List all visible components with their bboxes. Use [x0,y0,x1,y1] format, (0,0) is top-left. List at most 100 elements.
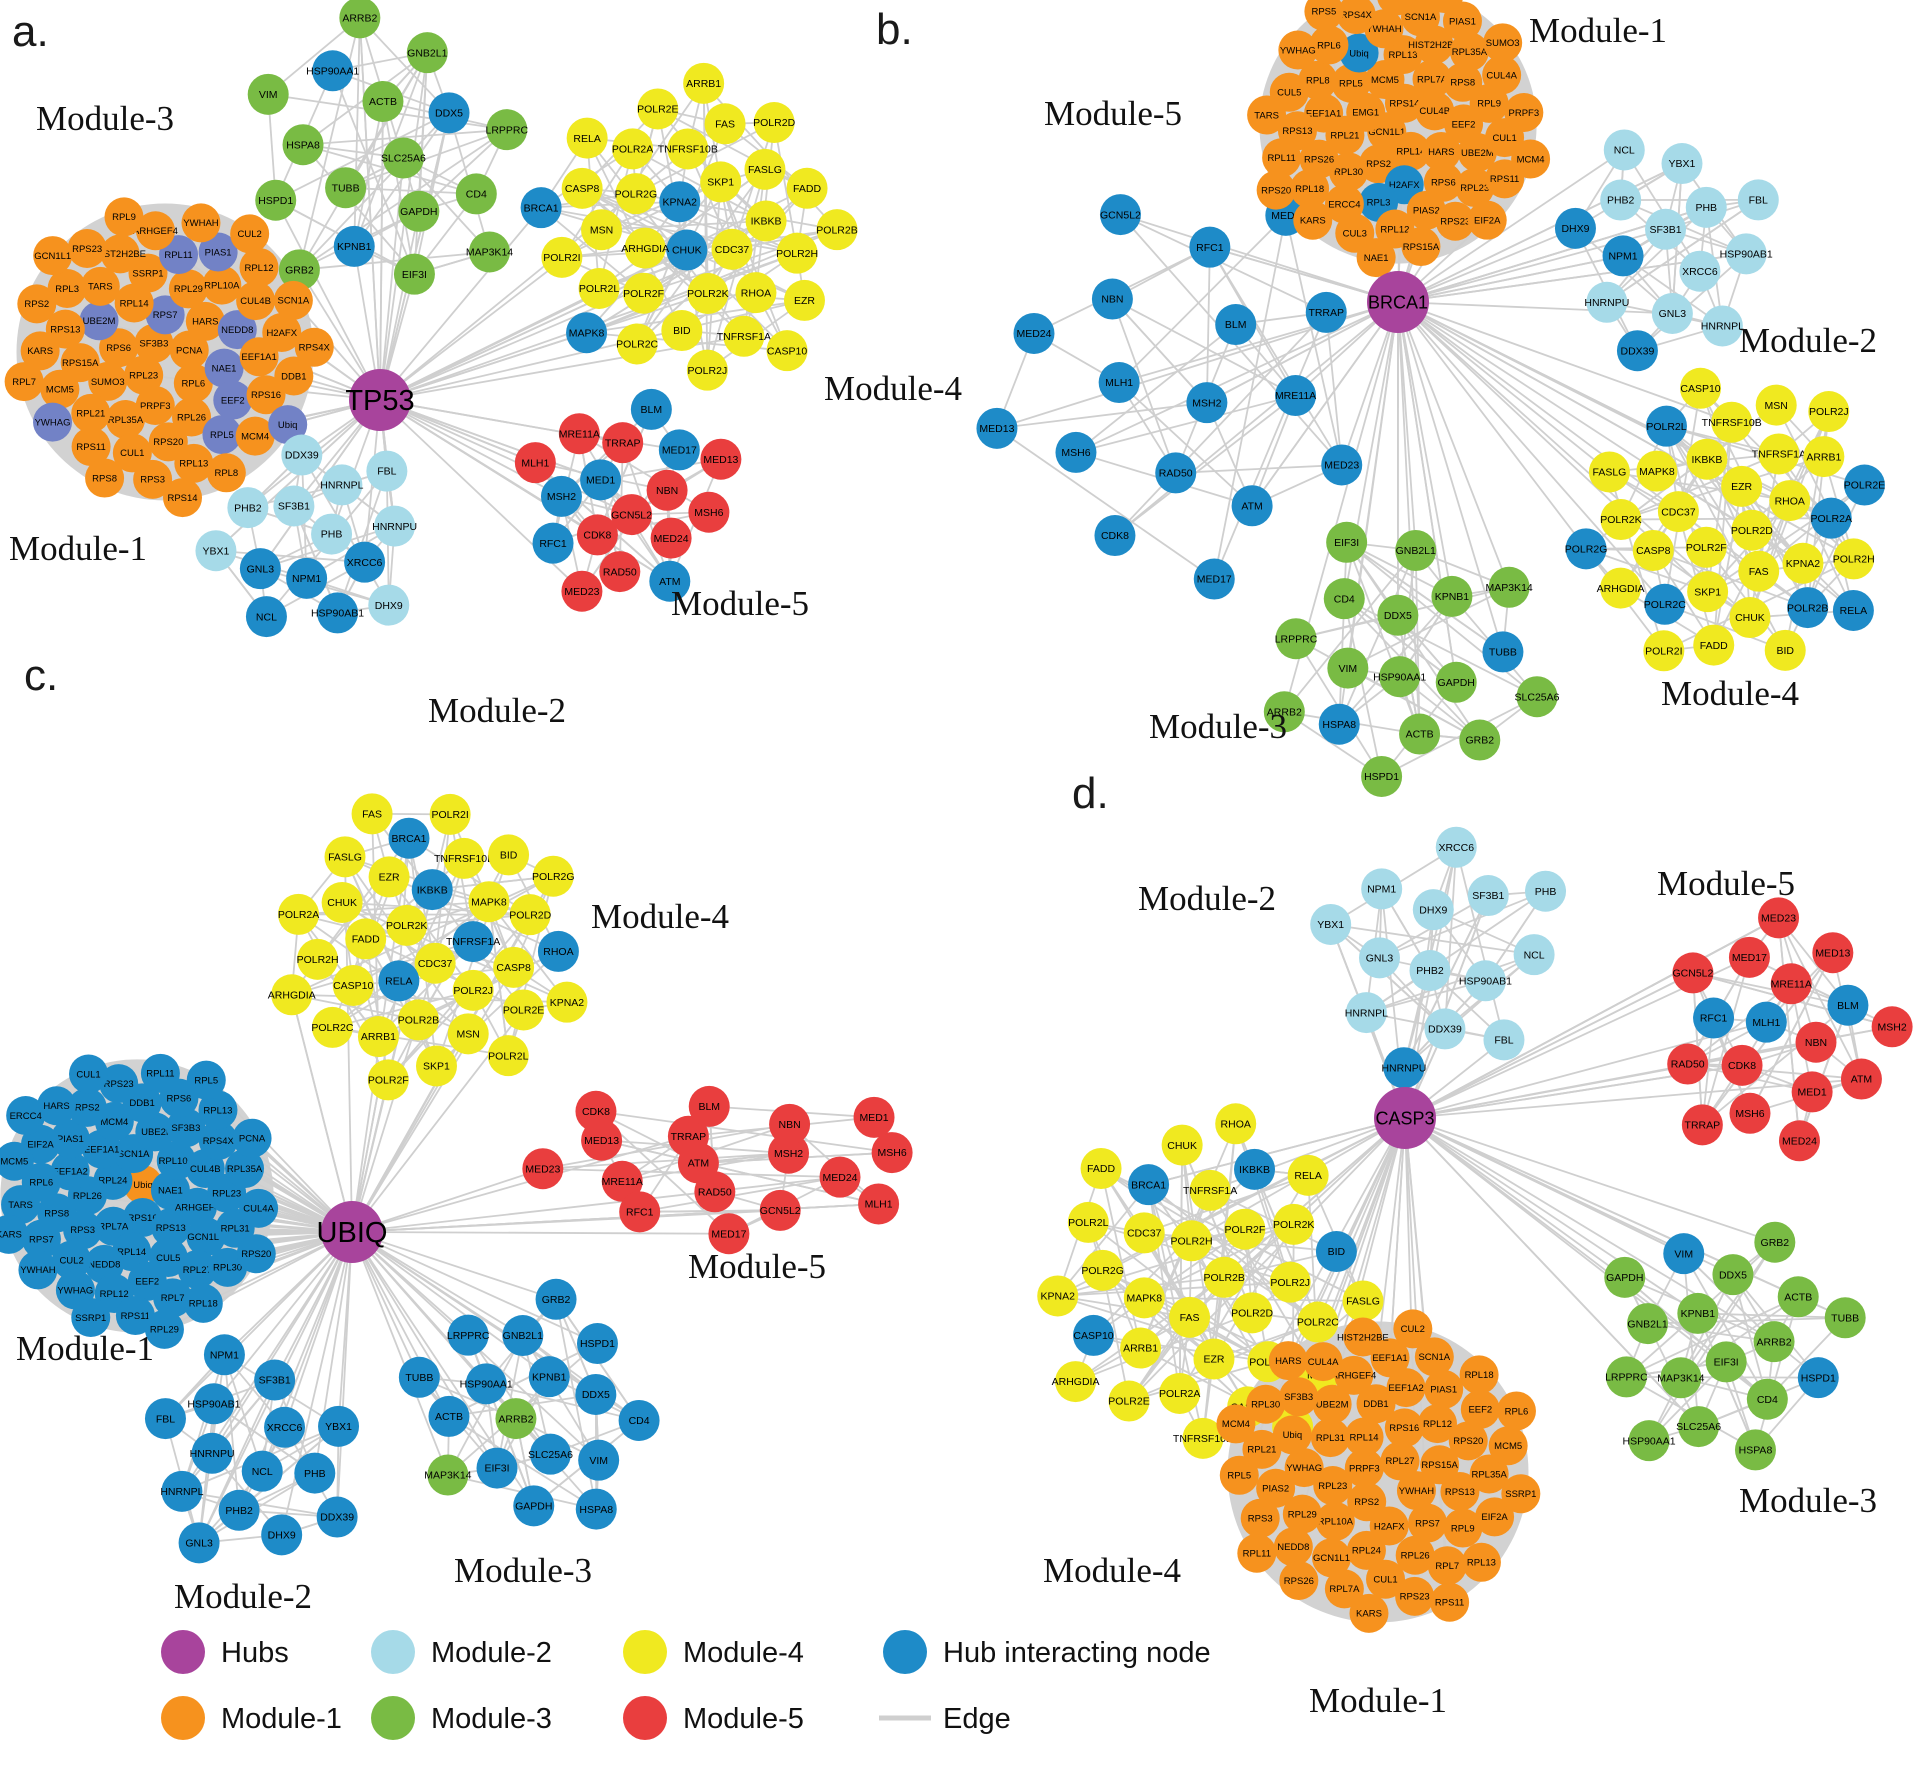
node-label: RPL12 [100,1289,129,1300]
node-ercc4: ERCC4 [6,1095,46,1135]
node-gcn5l2: GCN5L2 [1099,194,1141,236]
node-rpl7: RPL7 [4,362,44,402]
node-rpl24: RPL24 [1346,1530,1386,1570]
node-mcm4: MCM4 [1511,139,1551,179]
node-label: FBL [1494,1034,1513,1046]
node-circle [415,1045,457,1087]
node-label: RPS11 [76,442,105,453]
node-med17: MED17 [708,1213,750,1255]
node-circle [455,173,497,215]
node-rps23: RPS23 [67,228,107,268]
node-circle [1431,575,1473,617]
node-tubb: TUBB [1482,631,1524,673]
node-rpl13: RPL13 [174,443,214,483]
node-circle [47,268,87,308]
node-circle [1098,362,1140,404]
edge [596,409,653,536]
node-label: SSRP1 [132,268,163,279]
node-label: VIM [1674,1248,1693,1260]
node-gnb2l1: GNB2L1 [1395,529,1437,571]
node-rpl11: RPL11 [140,1053,180,1093]
node-circle [1661,143,1703,185]
node-label: GAPDH [400,206,437,218]
node-label: MRE11A [602,1176,643,1188]
node-circle [71,393,111,433]
node-sf3b3: SF3B3 [1279,1377,1319,1417]
node-eif3i: EIF3I [1705,1341,1747,1383]
node-circle [202,415,242,455]
node-circle [1189,1169,1231,1211]
legend-label-module-2: Module-2 [431,1637,552,1669]
node-circle [1343,1317,1383,1357]
node-fbl: FBL [1483,1019,1525,1061]
node-label: TARS [88,282,113,293]
node-label: NCL [1524,949,1545,961]
node-hspa8: HSPA8 [1734,1429,1776,1471]
node-kars: KARS [0,1214,29,1254]
node-label: POLR2A [278,909,319,921]
node-mcm5: MCM5 [40,369,80,409]
node-circle [1318,703,1360,745]
node-label: FBL [377,466,396,478]
node-circle [509,894,551,936]
node-label: RPS2 [75,1103,100,1114]
node-mapk8: MAPK8 [468,881,510,923]
node-mre11a: MRE11A [1771,963,1812,1005]
node-circle [488,834,530,876]
node-msh6: MSH6 [1055,431,1097,473]
node-circle [367,1059,409,1101]
node-ezr: EZR [1193,1338,1235,1380]
node-label: POLR2A [612,144,653,156]
node-label: GCN1L1 [34,251,71,262]
node-mlh1: MLH1 [514,442,556,484]
node-label: SCN1A [1418,1352,1450,1363]
node-circle [18,1250,58,1290]
node-label: TNFRSF1A [446,936,500,948]
node-cdk8: CDK8 [1721,1044,1763,1086]
node-label: FADD [793,183,821,195]
node-cdc37: CDC37 [414,942,456,984]
node-label: RPS2 [1354,1497,1379,1508]
node-label: MED1 [1271,210,1300,222]
node-label: RPL11 [1243,1549,1271,1560]
node-polr2k: POLR2K [386,904,427,946]
node-label: UBE2M [1461,148,1494,159]
node-circle [1193,1338,1235,1380]
node-pias1: PIAS1 [50,1119,90,1159]
node-xrcc6: XRCC6 [1435,826,1477,868]
node-rps13: RPS13 [45,309,85,349]
node-circle [21,1219,61,1259]
node-label: RPS15A [1421,1460,1458,1471]
edge [1706,458,1760,572]
node-label: RPS23 [1440,217,1470,228]
node-circle [1055,431,1097,473]
node-label: NAE1 [158,1186,183,1197]
node-circle [1705,1341,1747,1383]
node-label: YBX1 [203,545,230,557]
node-ywhah: YWHAH [18,1250,58,1290]
node-circle [1443,1508,1483,1548]
node-label: RPS20 [1261,185,1291,196]
node-circle [311,513,353,555]
hub-circle [349,369,411,431]
node-label: PRPF3 [1349,1463,1380,1474]
node-label: POLR2F [623,288,664,300]
node-msh2: MSH2 [768,1132,810,1174]
node-circle [262,312,302,352]
node-label: FADD [1700,640,1728,652]
node-phb: PHB [311,513,353,555]
node-circle [40,369,80,409]
node-grb2: GRB2 [1459,719,1501,761]
node-polr2l: POLR2L [487,1035,529,1077]
hub-edge [1397,255,1624,303]
node-label: MED17 [662,445,697,457]
node-circle [686,349,728,391]
node-circle [428,1395,470,1437]
node-rpl12: RPL12 [239,247,279,287]
edge [359,17,450,114]
node-rhoa: RHOA [1769,480,1811,522]
node-label: XRCC6 [267,1422,303,1434]
node-circle [100,234,140,274]
node-label: MED13 [703,454,738,466]
hub-edge [1206,301,1399,404]
